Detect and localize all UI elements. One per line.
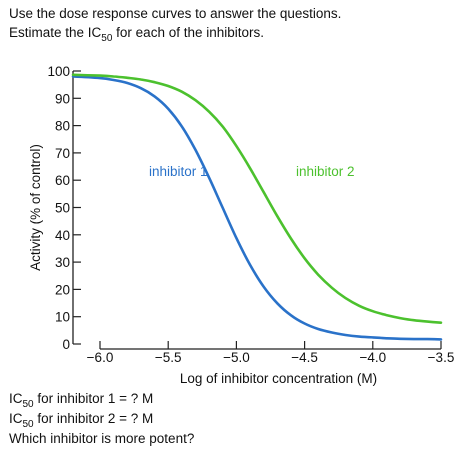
instructions-line-1: Use the dose response curves to answer t… (9, 5, 341, 22)
y-tick-label: 40 (55, 228, 70, 243)
question-3: Which inhibitor is more potent? (9, 430, 194, 447)
x-tick-label: −4.5 (291, 350, 318, 365)
question-1-suffix: for inhibitor 1 = ? M (33, 391, 154, 406)
y-tick-label: 80 (55, 119, 70, 134)
question-1-prefix: IC (9, 391, 23, 406)
chart-axes (72, 70, 442, 350)
y-tick-label: 10 (55, 310, 70, 325)
instructions-text-1: Use the dose response curves to answer t… (9, 6, 342, 21)
y-tick-label: 100 (47, 64, 70, 79)
x-tick-label: −5.5 (155, 350, 182, 365)
y-tick-label: 90 (55, 91, 70, 106)
x-tick-label: −4.0 (359, 350, 386, 365)
chart-labels: 0 10 20 30 40 50 60 70 80 90 100 −6.0 −5.5 −5.0 −4.5 −4… (28, 64, 454, 386)
y-tick-label: 50 (55, 201, 70, 216)
instructions-line-2: Estimate the IC50 for each of the inhibi… (9, 24, 264, 47)
instructions-text-2-prefix: Estimate the IC (9, 25, 102, 40)
series-label-1: inhibitor 1 (149, 164, 208, 179)
question-3-text: Which inhibitor is more potent? (9, 431, 195, 446)
series-line-1 (71, 75, 443, 341)
chart-series-layer (71, 73, 443, 341)
instructions-subscript: 50 (101, 33, 113, 44)
y-axis-title: Activity (% of control) (28, 144, 43, 271)
x-tick-label: −6.0 (87, 350, 114, 365)
question-1: IC50 for inhibitor 1 = ? M (9, 390, 153, 413)
question-2: IC50 for inhibitor 2 = ? M (9, 410, 153, 433)
question-2-prefix: IC (9, 411, 23, 426)
x-axis-title: Log of inhibitor concentration (M) (180, 371, 377, 386)
series-label-2: inhibitor 2 (296, 164, 355, 179)
y-tick-label: 30 (55, 255, 70, 270)
series-line-2 (71, 73, 443, 324)
question-1-subscript: 50 (22, 399, 34, 410)
question-2-suffix: for inhibitor 2 = ? M (33, 411, 154, 426)
y-tick-label: 0 (62, 337, 70, 352)
x-tick-label: −3.5 (428, 350, 455, 365)
y-tick-label: 20 (55, 282, 70, 297)
instructions-text-2-suffix: for each of the inhibitors. (112, 25, 265, 40)
y-tick-label: 60 (55, 173, 70, 188)
x-tick-label: −5.0 (223, 350, 250, 365)
y-tick-label: 70 (55, 146, 70, 161)
question-2-subscript: 50 (22, 419, 34, 430)
